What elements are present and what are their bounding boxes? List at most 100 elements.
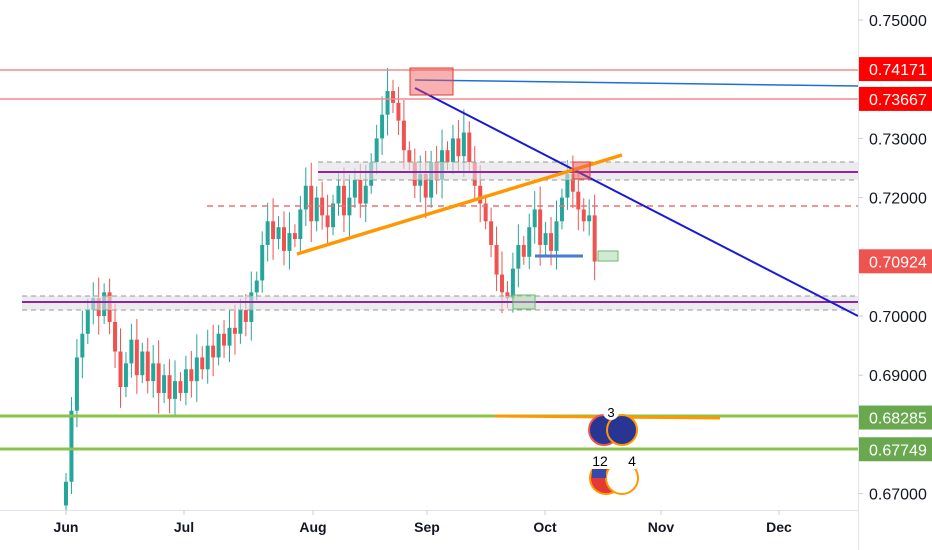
- au-flag-icon[interactable]: [606, 414, 638, 446]
- drawings: [0, 67, 859, 451]
- blue-line[interactable]: [414, 79, 859, 87]
- candle[interactable]: [478, 185, 483, 204]
- candle[interactable]: [265, 221, 270, 245]
- candle[interactable]: [287, 233, 292, 251]
- candle[interactable]: [374, 138, 379, 163]
- candle[interactable]: [461, 132, 466, 157]
- candle[interactable]: [205, 345, 210, 370]
- candle[interactable]: [183, 369, 188, 393]
- candle[interactable]: [276, 227, 281, 240]
- candle[interactable]: [510, 268, 515, 299]
- candle[interactable]: [216, 333, 221, 358]
- candle[interactable]: [467, 132, 472, 163]
- candle[interactable]: [576, 191, 581, 210]
- candle[interactable]: [565, 173, 570, 198]
- candle[interactable]: [64, 481, 68, 506]
- time-axis[interactable]: Jun Jul Aug Sep Oct Nov Dec: [54, 510, 792, 535]
- candle[interactable]: [69, 410, 74, 482]
- price-axis[interactable]: 0.75000 0.73000 0.72000 0.70000 0.69000 0.670…: [858, 13, 927, 504]
- candle[interactable]: [156, 363, 161, 393]
- badge-bg: [586, 451, 644, 469]
- candle[interactable]: [336, 185, 341, 204]
- candle[interactable]: [401, 120, 406, 151]
- candle[interactable]: [118, 351, 123, 388]
- candle[interactable]: [292, 233, 297, 240]
- candle[interactable]: [113, 321, 118, 352]
- candle[interactable]: [538, 209, 543, 245]
- candle[interactable]: [331, 203, 336, 228]
- candle[interactable]: [363, 185, 368, 204]
- candle[interactable]: [527, 227, 532, 257]
- candle[interactable]: [581, 209, 586, 222]
- candle[interactable]: [500, 274, 504, 293]
- green-box[interactable]: [512, 294, 536, 310]
- candle[interactable]: [423, 173, 428, 198]
- candle[interactable]: [391, 91, 395, 103]
- red-box[interactable]: [409, 67, 454, 96]
- candle[interactable]: [570, 173, 575, 192]
- candle[interactable]: [505, 292, 510, 299]
- candle[interactable]: [232, 327, 237, 334]
- candle[interactable]: [385, 91, 390, 115]
- candle[interactable]: [173, 381, 177, 399]
- candle[interactable]: [151, 363, 156, 382]
- candle[interactable]: [227, 327, 232, 346]
- candle[interactable]: [254, 280, 259, 293]
- candle[interactable]: [260, 244, 265, 281]
- candle[interactable]: [309, 185, 314, 222]
- candle[interactable]: [396, 102, 401, 121]
- candle[interactable]: [134, 339, 139, 376]
- candle[interactable]: [140, 351, 145, 376]
- candle[interactable]: [282, 227, 286, 251]
- candle[interactable]: [189, 369, 194, 382]
- candle[interactable]: [532, 209, 537, 228]
- candle[interactable]: [85, 310, 90, 334]
- candle[interactable]: [314, 197, 319, 222]
- candle[interactable]: [494, 244, 499, 275]
- candle[interactable]: [380, 114, 385, 139]
- red-box[interactable]: [572, 161, 591, 180]
- candle[interactable]: [238, 310, 243, 334]
- candle[interactable]: [178, 381, 183, 393]
- candle[interactable]: [483, 203, 488, 222]
- candle[interactable]: [222, 333, 227, 346]
- candle[interactable]: [450, 138, 455, 163]
- candle[interactable]: [347, 197, 352, 216]
- candle[interactable]: [303, 185, 308, 210]
- candle[interactable]: [74, 357, 79, 411]
- candle[interactable]: [162, 375, 167, 393]
- candle[interactable]: [516, 244, 521, 269]
- candle[interactable]: [243, 310, 248, 322]
- candle[interactable]: [167, 375, 172, 399]
- candle[interactable]: [123, 363, 128, 388]
- candle[interactable]: [521, 244, 526, 257]
- candle[interactable]: [456, 138, 461, 157]
- candle[interactable]: [358, 179, 363, 204]
- candle[interactable]: [543, 233, 548, 245]
- candle[interactable]: [271, 221, 276, 240]
- downtrend-line[interactable]: [414, 87, 859, 317]
- candle[interactable]: [352, 179, 357, 198]
- candle[interactable]: [587, 215, 592, 222]
- candle[interactable]: [200, 357, 205, 370]
- candle[interactable]: [549, 233, 554, 251]
- candle[interactable]: [341, 185, 346, 216]
- candle[interactable]: [489, 221, 494, 245]
- candle[interactable]: [554, 221, 559, 251]
- candle[interactable]: [325, 215, 330, 228]
- candle[interactable]: [145, 351, 150, 382]
- uptrend-line[interactable]: [296, 153, 623, 256]
- candle[interactable]: [559, 197, 564, 222]
- candle[interactable]: [592, 215, 597, 262]
- candle[interactable]: [445, 150, 450, 163]
- event-markers[interactable]: 3 12 4: [586, 404, 644, 495]
- candle[interactable]: [194, 357, 199, 382]
- candle[interactable]: [211, 345, 216, 358]
- candle[interactable]: [407, 150, 412, 163]
- candle[interactable]: [298, 209, 303, 240]
- green-box[interactable]: [597, 250, 619, 262]
- candle[interactable]: [80, 333, 85, 358]
- candle[interactable]: [129, 339, 134, 364]
